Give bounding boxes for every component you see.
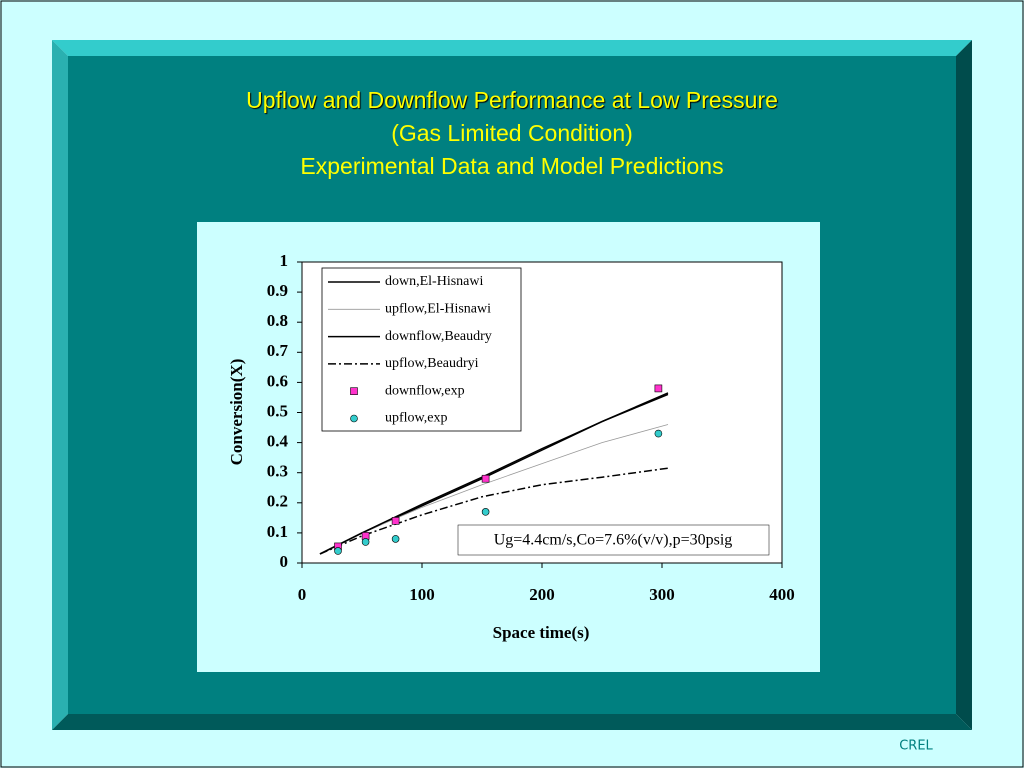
title-line: Experimental Data and Model Predictions xyxy=(300,153,723,179)
title-line: (Gas Limited Condition) xyxy=(391,120,633,146)
data-point xyxy=(481,508,490,516)
y-axis-label: Conversion(X) xyxy=(227,359,246,466)
data-point xyxy=(334,547,342,555)
annotation: Ug=4.4cm/s,Co=7.6%(v/v),p=30psig xyxy=(494,532,733,549)
x-axis-label: Space time(s) xyxy=(493,623,590,642)
y-tick-label: 0.4 xyxy=(267,432,289,451)
bevel-top xyxy=(52,40,972,56)
data-point xyxy=(654,429,663,438)
data-point xyxy=(654,384,663,393)
legend-label: downflow,exp xyxy=(385,383,465,398)
y-tick-label: 0.9 xyxy=(267,281,288,300)
legend-label: upflow,Beaudryi xyxy=(385,356,479,371)
x-tick-label: 100 xyxy=(409,585,435,604)
y-tick-label: 0.7 xyxy=(267,341,289,360)
y-tick-label: 0.6 xyxy=(267,371,288,390)
legend-label: upflow,El-Hisnawi xyxy=(385,302,491,317)
data-point xyxy=(391,535,400,543)
x-tick-label: 200 xyxy=(529,585,555,604)
data-point xyxy=(361,538,370,546)
y-tick-label: 1 xyxy=(280,251,289,270)
model-line xyxy=(319,467,669,555)
y-tick-label: 0.1 xyxy=(267,522,288,541)
legend-swatch xyxy=(350,387,358,396)
y-tick-label: 0.3 xyxy=(267,462,288,481)
y-tick-label: 0 xyxy=(280,552,289,571)
legend-label: upflow,exp xyxy=(385,411,447,426)
legend-swatch xyxy=(350,414,358,423)
y-tick-label: 0.5 xyxy=(267,401,288,420)
footer: CREL xyxy=(899,739,933,754)
legend xyxy=(321,267,522,432)
legend-label: down,El-Hisnawi xyxy=(385,274,483,289)
y-tick-label: 0.8 xyxy=(267,311,288,330)
title-line: Upflow and Downflow Performance at Low P… xyxy=(246,87,778,113)
bevel-bottom xyxy=(52,714,972,730)
y-tick-label: 0.2 xyxy=(267,492,288,511)
annotation-box xyxy=(457,524,770,556)
data-point xyxy=(481,474,490,483)
bevel-right xyxy=(956,40,972,730)
title-group: Upflow and Downflow Performance at Low P… xyxy=(246,87,778,179)
x-tick-label: 300 xyxy=(649,585,675,604)
bevel-left xyxy=(52,40,68,730)
x-tick-label: 400 xyxy=(769,585,795,604)
data-point xyxy=(391,517,400,525)
x-tick-label: 0 xyxy=(298,585,307,604)
legend-label: downflow,Beaudry xyxy=(385,329,492,344)
